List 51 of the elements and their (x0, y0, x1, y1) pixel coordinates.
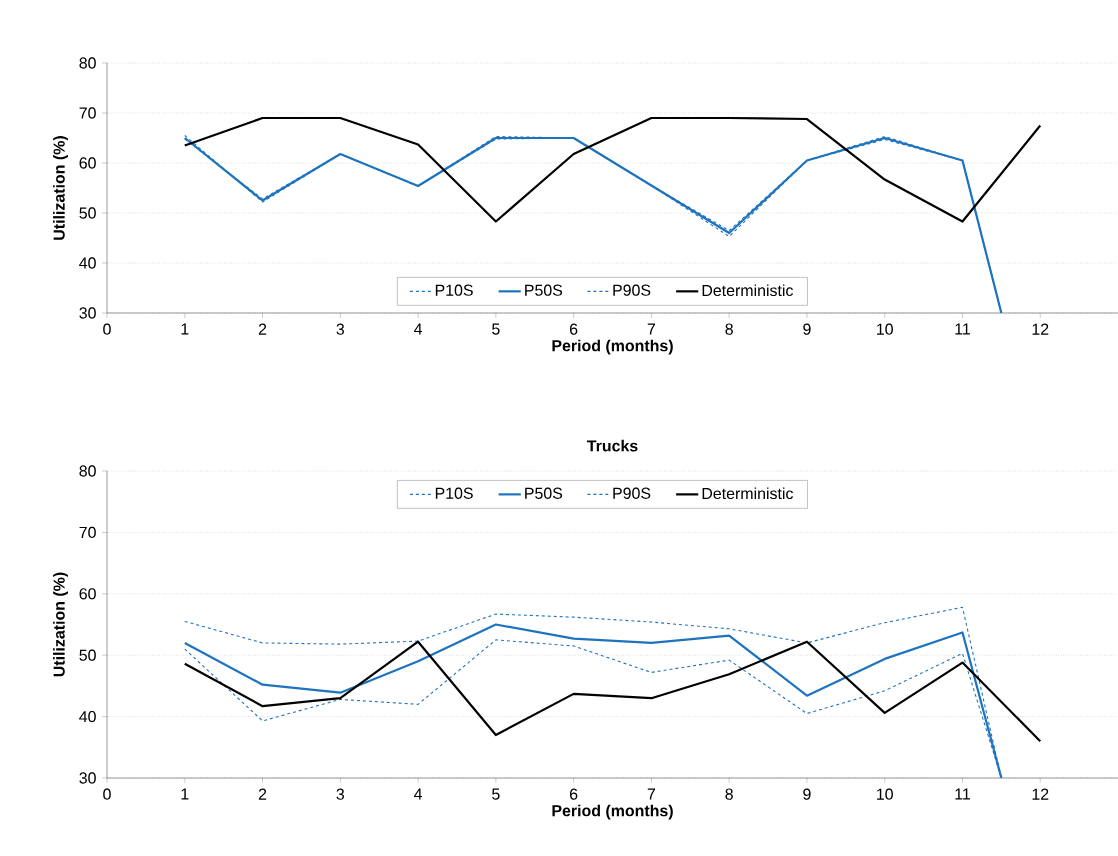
x-tick-label: 2 (258, 788, 267, 800)
legend-label: P10S (435, 284, 473, 296)
y-tick-label: 30 (79, 772, 96, 784)
y-axis-title: Utilization (%) (53, 136, 68, 240)
x-tick-label: 9 (803, 788, 811, 800)
x-tick-label: 2 (258, 323, 267, 335)
x-axis-title: Period (months) (552, 804, 673, 820)
x-tick-label: 9 (803, 323, 811, 335)
x-tick-label: 0 (103, 323, 111, 335)
x-tick-label: 4 (414, 323, 423, 335)
x-tick-label: 3 (336, 323, 345, 335)
y-tick-label: 80 (79, 57, 96, 69)
legend-label: P50S (525, 487, 563, 499)
x-tick-label: 11 (955, 788, 970, 800)
x-tick-label: 10 (877, 788, 893, 800)
y-tick-label: 40 (79, 710, 96, 723)
y-tick-label: 40 (79, 257, 96, 269)
x-tick-label: 7 (647, 788, 656, 800)
y-tick-label: 60 (79, 157, 96, 169)
y-tick-label: 80 (79, 465, 96, 477)
x-tick-label: 6 (570, 323, 578, 335)
y-axis-title: Utilization (%) (53, 572, 68, 677)
x-tick-label: 1 (181, 323, 189, 335)
legend-label: P50S (525, 284, 563, 296)
x-tick-label: 4 (414, 788, 423, 800)
x-tick-label: 3 (336, 788, 345, 800)
x-tick-label: 8 (725, 323, 733, 335)
x-tick-label: 5 (492, 788, 500, 800)
x-tick-label: 8 (725, 788, 733, 800)
x-tick-label: 12 (1032, 323, 1049, 335)
x-tick-label: 6 (570, 788, 578, 800)
y-tick-label: 60 (79, 588, 96, 600)
legend-label: Deterministic (702, 487, 794, 500)
y-tick-label: 70 (79, 526, 96, 539)
x-axis-title: Period (months) (552, 339, 673, 355)
y-tick-label: 50 (79, 207, 96, 219)
x-tick-label: 11 (955, 323, 970, 335)
x-tick-label: 1 (181, 788, 189, 800)
x-tick-label: 7 (647, 323, 656, 335)
x-tick-label: 12 (1032, 788, 1049, 800)
x-tick-label: 10 (877, 323, 893, 335)
chart-title: Trucks (586, 439, 638, 452)
legend-label: P10S (435, 487, 473, 499)
y-tick-label: 70 (79, 107, 96, 119)
x-tick-label: 5 (492, 323, 500, 335)
legend-label: P90S (613, 284, 651, 296)
x-tick-label: 0 (103, 788, 111, 800)
y-tick-label: 30 (79, 307, 96, 319)
legend-label: Deterministic (702, 284, 794, 297)
y-tick-label: 50 (79, 649, 96, 661)
legend-label: P90S (613, 487, 651, 499)
